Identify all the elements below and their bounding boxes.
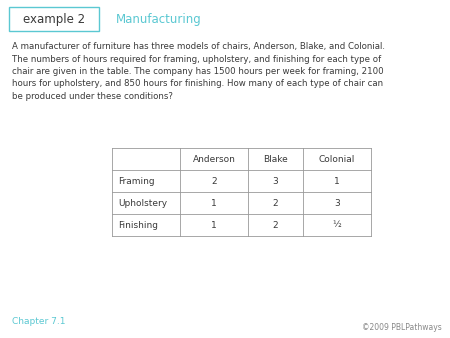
Text: 2: 2	[273, 198, 278, 208]
Text: 1: 1	[211, 220, 217, 230]
Text: Manufacturing: Manufacturing	[116, 13, 202, 25]
Text: 1: 1	[334, 176, 340, 186]
Text: Blake: Blake	[263, 154, 288, 164]
Text: 2: 2	[211, 176, 217, 186]
FancyBboxPatch shape	[9, 7, 99, 31]
Text: ©2009 PBLPathways: ©2009 PBLPathways	[362, 323, 442, 333]
Text: Framing: Framing	[118, 176, 155, 186]
Text: Anderson: Anderson	[193, 154, 235, 164]
Text: 1: 1	[211, 198, 217, 208]
Text: example 2: example 2	[23, 13, 85, 25]
Text: Colonial: Colonial	[319, 154, 355, 164]
Text: A manufacturer of furniture has three models of chairs, Anderson, Blake, and Col: A manufacturer of furniture has three mo…	[12, 42, 385, 101]
Text: 2: 2	[273, 220, 278, 230]
Text: Upholstery: Upholstery	[118, 198, 167, 208]
Text: ½: ½	[333, 220, 342, 230]
Text: Finishing: Finishing	[118, 220, 158, 230]
Text: 3: 3	[334, 198, 340, 208]
Text: Chapter 7.1: Chapter 7.1	[12, 317, 66, 327]
Text: 3: 3	[273, 176, 279, 186]
